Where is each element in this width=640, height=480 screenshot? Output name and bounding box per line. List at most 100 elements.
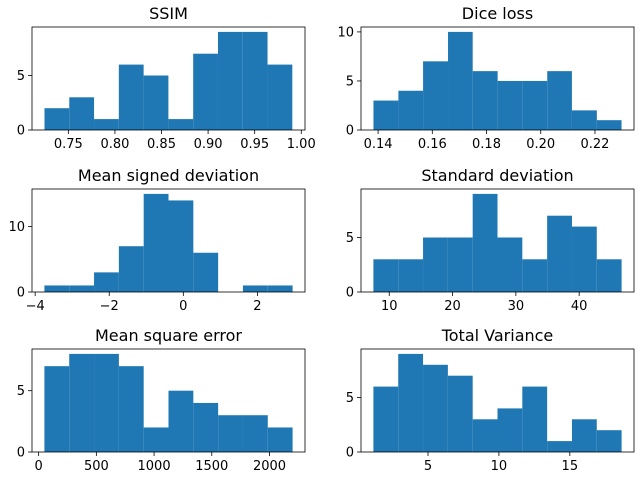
histogram-bar [448,31,473,130]
histogram-bar [571,110,597,130]
x-tick-label: 2 [253,299,261,314]
histogram-bar [69,353,95,452]
x-tick-label: −2 [100,299,119,314]
y-tick-label: 5 [346,74,354,89]
histogram-bar [267,427,293,452]
histogram-bar [118,366,144,452]
histogram-bar [522,386,548,452]
histogram-bar [497,237,523,292]
histogram-bar [193,402,219,452]
x-tick-label: 0.85 [147,137,176,152]
x-tick-label: 0.80 [100,137,129,152]
y-tick-label: 0 [17,124,25,139]
y-tick-label: 5 [17,384,25,399]
y-tick-label: 5 [17,69,25,84]
histogram-bar [242,285,268,292]
y-tick-label: 0 [346,446,354,461]
x-tick-label: 0.95 [240,137,269,152]
y-tick-label: 0 [346,286,354,301]
histogram-bar [398,90,424,130]
histogram-bar [168,200,194,292]
histogram-bar [472,71,498,130]
y-tick-label: 10 [8,220,25,235]
histogram-bar [472,419,498,452]
histogram-panel-5: Total Variance 5 10 15 0 5 [346,326,635,474]
x-tick-label: 0.16 [418,137,447,152]
histogram-bar [267,285,293,292]
histogram-bar [447,237,473,292]
histogram-bar [44,285,70,292]
histogram-bar [571,419,597,452]
x-tick-label: 0.22 [580,137,609,152]
histogram-bar [423,61,449,130]
histogram-bar [69,285,95,292]
x-tick-label: 2000 [253,459,286,474]
histogram-bar [447,375,473,452]
histogram-bar [373,259,399,292]
x-tick-label: 1.00 [287,137,316,152]
x-tick-label: 15 [562,459,579,474]
histogram-bar [373,100,399,130]
histogram-bar [398,353,424,452]
x-tick-label: 0.75 [54,137,83,152]
axes-frame [31,348,306,453]
y-tick-label: 5 [346,231,354,246]
histogram-bar [398,259,424,292]
histogram-bar [423,237,448,292]
x-tick-label: 30 [508,299,525,314]
histogram-bar [44,366,70,452]
chart-title: Standard deviation [421,166,573,185]
histogram-bar [596,430,622,452]
histogram-bar [118,246,144,292]
histogram-bar [596,259,622,292]
histogram-bar [547,441,572,452]
histogram-panel-4: Mean square error 0 500 1000 1500 2000 0 5 [17,326,306,474]
axes-frame [31,26,306,131]
x-tick-label: 500 [84,459,109,474]
y-tick-label: 0 [17,446,25,461]
axes-frame [360,348,635,453]
axes-frame [360,26,635,131]
histogram-bar [242,415,268,452]
histogram-bar [267,64,293,130]
x-tick-label: 0.14 [364,137,393,152]
histogram-bar [242,31,268,130]
histogram-bar [497,80,523,130]
histogram-bar [168,390,194,452]
histogram-bar [547,71,572,130]
x-tick-label: −4 [26,299,45,314]
x-tick-label: 40 [571,299,588,314]
histogram-bar [596,120,622,130]
x-tick-label: 0.20 [526,137,555,152]
histogram-bar [218,415,243,452]
y-tick-label: 10 [337,25,354,40]
chart-title: Dice loss [462,4,533,23]
histogram-bar [69,97,95,130]
x-tick-label: 20 [444,299,461,314]
histogram-bar [143,427,169,452]
chart-title: Mean square error [95,326,242,345]
x-tick-label: 0 [179,299,187,314]
histogram-bar [94,119,119,130]
axes-frame [31,188,306,293]
y-tick-label: 5 [346,391,354,406]
histogram-bar [547,215,572,292]
histogram-bar [193,252,219,292]
histogram-bar [168,119,194,130]
histogram-bar [143,193,169,292]
y-tick-label: 0 [346,124,354,139]
histogram-bar [423,364,448,452]
x-tick-label: 10 [381,299,398,314]
histogram-bar [522,80,548,130]
histogram-bar [193,53,218,131]
histogram-bar [118,64,144,130]
histogram-panel-3: Standard deviation 10 20 30 40 0 5 [346,166,635,314]
histogram-bar [571,226,597,292]
x-tick-label: 0.18 [472,137,501,152]
histogram-bar [373,386,399,452]
histogram-bar [472,193,498,292]
histogram-bar [217,31,243,130]
histogram-bar [522,259,548,292]
axes-frame [360,188,635,293]
